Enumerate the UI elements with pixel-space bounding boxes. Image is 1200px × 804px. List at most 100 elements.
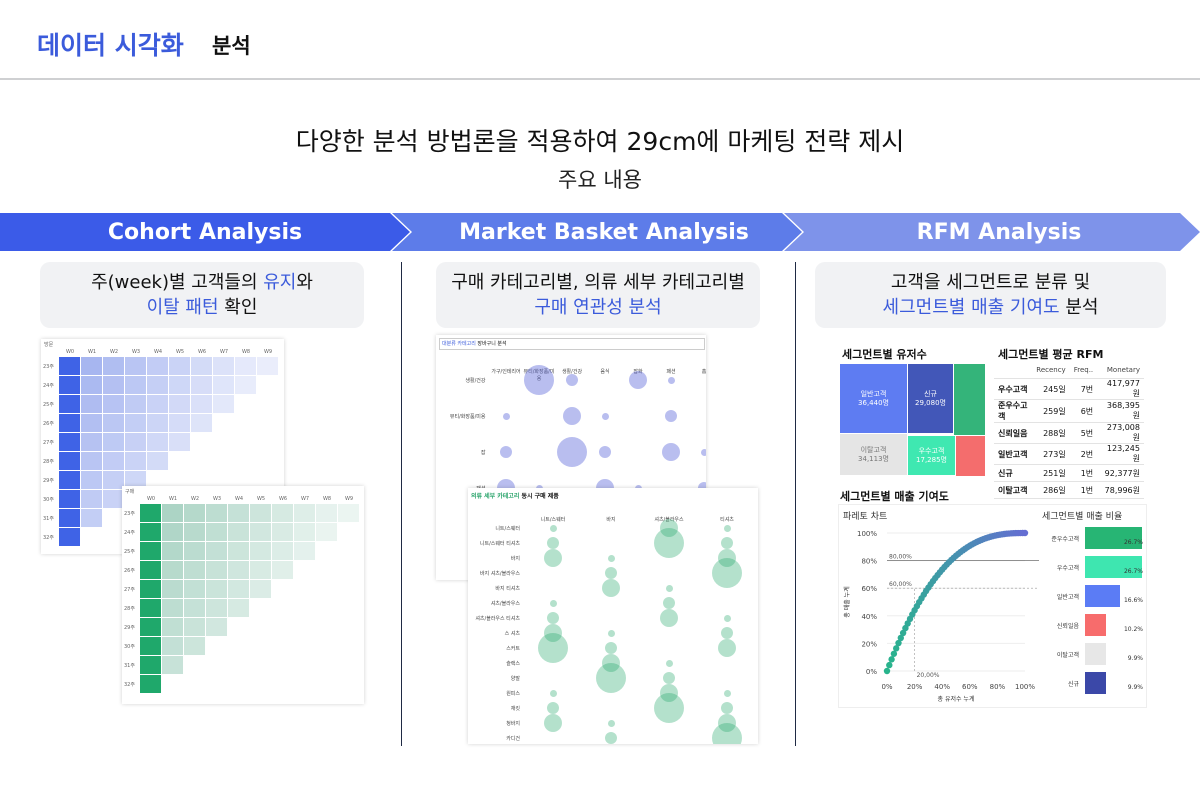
basket-bubble xyxy=(721,702,733,714)
rfm-table-row: 신뢰일음 288일 5번 273,008원 xyxy=(994,422,1144,444)
pareto-x-tick: 80% xyxy=(990,683,1006,691)
cohort-week-label: W1 xyxy=(168,496,178,502)
cohort-row-label: 24주 xyxy=(124,530,135,536)
ratio-pct: 9.9% xyxy=(1127,684,1143,691)
cohort-cell xyxy=(250,523,271,541)
arrow-basket-label: Market Basket Analysis xyxy=(459,219,749,245)
basket-bubble xyxy=(549,599,557,607)
arrow-cohort: Cohort Analysis xyxy=(0,213,410,251)
rfm-table-cell: 5번 xyxy=(1069,422,1098,444)
rfm-table-cell: 준우수고객 xyxy=(994,399,1033,423)
header-title-black: 분석 xyxy=(212,34,251,58)
header-title-blue: 데이터 시각화 xyxy=(37,31,184,60)
cohort-week-label: W6 xyxy=(278,496,288,502)
cohort-row-label: 32주 xyxy=(124,682,135,688)
ratio-name: 준우수고객 xyxy=(1051,536,1079,543)
ratio-bar xyxy=(1085,643,1106,665)
subtitle: 주요 내용 xyxy=(558,168,642,192)
basket-col-label: 티셔츠 xyxy=(720,517,734,523)
pareto-point xyxy=(897,634,904,642)
cohort-desc-blue2: 이탈 패턴 xyxy=(146,297,219,318)
cohort-cell xyxy=(162,523,183,541)
rfm-treemap-title: 세그먼트별 유저수 xyxy=(842,348,927,361)
basket-bubble xyxy=(700,448,706,456)
cohort-cell xyxy=(206,523,227,541)
cohort-cell xyxy=(147,357,168,375)
ratio-name: 일반고객 xyxy=(1056,594,1079,601)
pareto-point xyxy=(888,656,895,663)
cohort-cell xyxy=(228,523,249,541)
cohort-week-label: W4 xyxy=(153,349,163,355)
cohort-cell xyxy=(140,656,161,674)
rfm-table-row: 신규 251일 1번 92,377원 xyxy=(994,464,1144,482)
rfm-desc-line1: 고객을 세그먼트로 분류 및 xyxy=(890,272,1091,293)
basket-bubble xyxy=(718,549,736,567)
cohort-row-label: 29주 xyxy=(124,625,135,631)
cohort-cell xyxy=(147,395,168,413)
rfm-table-cell: 273,008원 xyxy=(1097,422,1144,444)
cohort-desc-post2: 확인 xyxy=(218,297,258,318)
cohort-cell xyxy=(147,376,168,394)
cohort-cell xyxy=(191,357,212,375)
treemap-cell-value: 29,080명 xyxy=(915,398,946,407)
cohort-cell xyxy=(162,580,183,598)
cohort-cell xyxy=(81,490,102,508)
basket-bubble xyxy=(629,371,647,389)
cohort-cell xyxy=(250,504,271,522)
basket-bubble xyxy=(654,528,684,558)
cohort-row-label: 25주 xyxy=(124,549,135,555)
cohort-cell xyxy=(228,542,249,560)
rfm-table-cell: 273일 xyxy=(1032,443,1070,465)
rfm-table-cell: 신뢰일음 xyxy=(994,422,1033,444)
basket-bubble xyxy=(602,654,620,672)
ratio-bar xyxy=(1085,527,1142,549)
rfm-table-cell: 368,395원 xyxy=(1097,399,1144,423)
pareto-y-tick: 100% xyxy=(857,530,877,538)
basket-clothing-bubble: 의류 세부 카테고리 동시 구매 제품 니트/스웨터 바지 셔츠/블라우스 티셔츠 니트… xyxy=(468,488,758,744)
basket-bubble xyxy=(547,612,559,624)
cohort-cell xyxy=(81,471,102,489)
rfm-table-row: 일반고객 273일 2번 123,245원 xyxy=(994,443,1144,465)
rfm-table-header: Recency Freq.. Monetary xyxy=(994,362,1144,379)
cohort-cell xyxy=(140,523,161,541)
rfm-table-head-cell xyxy=(994,362,1033,379)
basket-desc-line2: 구매 연관성 분석 xyxy=(534,297,662,318)
rfm-treemap: 일반고객 36,440명 신규 29,080명 이탈고객 34,113명 우수고객 17,28… xyxy=(840,364,985,476)
cohort-cell xyxy=(103,452,124,470)
cohort-cell xyxy=(184,523,205,541)
cohort-cell xyxy=(206,542,227,560)
cohort-cell xyxy=(213,376,234,394)
ratio-pct: 10.2% xyxy=(1123,626,1143,633)
ratio-pct: 16.6% xyxy=(1123,597,1143,604)
cohort-cell xyxy=(59,357,80,375)
basket-top-title: 대분류 카테고리 장바구니 분석 xyxy=(439,338,705,350)
rfm-table-cell: 우수고객 xyxy=(994,378,1033,400)
cohort-cell xyxy=(81,509,102,527)
basket-bubble xyxy=(723,689,731,697)
basket-row-label: 잡 xyxy=(480,450,486,456)
pareto-x-tick: 0% xyxy=(881,683,892,691)
rfm-table-head-cell: Freq.. xyxy=(1069,362,1098,379)
cohort-cell xyxy=(184,561,205,579)
basket-row-label: 스 셔츠 xyxy=(504,631,520,637)
ratio-pct: 9.9% xyxy=(1127,655,1143,662)
cohort-cell xyxy=(169,357,190,375)
treemap-cell: 신규 29,080명 xyxy=(908,364,953,433)
cohort-cell xyxy=(191,395,212,413)
ratio-pct: 26.7% xyxy=(1123,539,1143,546)
basket-bubble xyxy=(544,714,562,732)
rfm-table-row: 준우수고객 259일 6번 368,395원 xyxy=(994,399,1144,423)
pareto-x-tick: 20% xyxy=(907,683,923,691)
pareto-chart: 100% 80% 60% 40% 20% 0% 0% 20% 40% 60% 80% 100% 80,0… xyxy=(843,529,1039,703)
cohort-cell xyxy=(162,599,183,617)
cohort-cell xyxy=(140,637,161,655)
cohort-cell xyxy=(235,376,256,394)
basket-bubble xyxy=(549,524,557,532)
cohort-cell xyxy=(162,637,183,655)
basket-col-label: 홈 xyxy=(701,369,706,375)
basket-bubble xyxy=(663,597,675,609)
basket-row-label: 재킷 xyxy=(510,706,520,712)
basket-col-label: 바지 xyxy=(606,517,616,523)
basket-bubble xyxy=(665,659,673,667)
cohort-row-label: 31주 xyxy=(43,516,54,522)
